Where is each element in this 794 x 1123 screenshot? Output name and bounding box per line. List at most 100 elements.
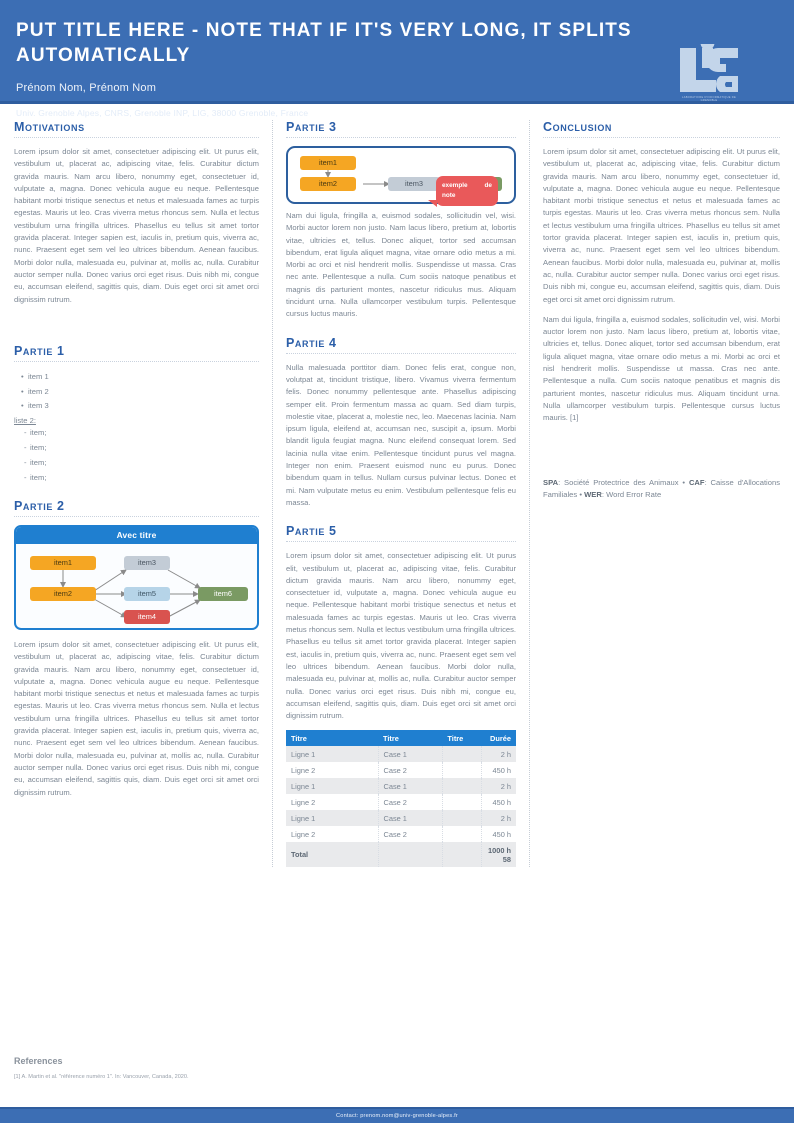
partie1-dash-list: item; item; item; item; (14, 426, 259, 485)
middle-column: Partie 3 item1 item2 item3 exemple (272, 120, 530, 868)
node-item2[interactable]: item2 (30, 586, 96, 601)
callout-text-de: de (484, 182, 492, 189)
partie4-body: Nulla malesuada porttitor diam. Donec fe… (286, 362, 516, 507)
diagram-canvas: item1 item2 item3 item5 item6 item4 (16, 544, 257, 628)
section-heading-partie1: Partie 1 (14, 343, 65, 358)
acronym-abbr-caf: CAF (688, 477, 705, 487)
results-table: Titre Titre Titre Durée Ligne 1 Case 1 2… (286, 730, 516, 868)
column-header-titre-2: Titre (378, 730, 443, 747)
callout-note: exemple de note (436, 176, 498, 206)
acronym-expansion-spa: Société Protectrice des Animaux (564, 477, 679, 487)
authors: Prénom Nom, Prénom Nom (16, 82, 157, 95)
cell-duree: 2 h (481, 778, 516, 795)
cell-total-3 (442, 842, 482, 868)
list-item: item; (24, 471, 259, 486)
cell-titre3 (442, 778, 482, 795)
cell-titre1: Ligne 1 (286, 810, 379, 827)
section-divider (286, 137, 516, 138)
left-column: Motivations Lorem ipsum dolor sit amet, … (14, 120, 272, 867)
cell-duree: 450 h (492, 829, 512, 839)
table-body: Ligne 1 Case 1 2 h Ligne 2 Case 2 450 h … (286, 746, 516, 868)
node-item1[interactable]: item1 (30, 555, 96, 570)
section-heading-conclusion: Conclusion (543, 120, 613, 134)
poster-footer: Contact: prenom.nom@univ-grenoble-alpes.… (0, 1109, 794, 1123)
lig-logo-icon (676, 44, 742, 96)
cell-duree: 2 h (481, 746, 516, 763)
partie3-body: Nam dui ligula, fringilla a, euismod sod… (286, 211, 516, 319)
acronym-colon: : (558, 477, 565, 487)
section-heading-partie2: Partie 2 (14, 499, 65, 514)
list-item: item; (24, 441, 259, 456)
references-section: References [1] A. Martin et al. "référen… (14, 1056, 514, 1081)
table-row: Ligne 2 Case 2 450 h (286, 826, 516, 843)
acronym-separator: • (579, 489, 582, 499)
footer-divider (0, 1107, 794, 1109)
node-item3[interactable]: item3 (388, 177, 440, 191)
cell-titre1: Ligne 2 (286, 762, 379, 779)
cell-titre2: Case 2 (378, 762, 443, 779)
table-header: Titre Titre Titre Durée (286, 730, 516, 747)
cell-titre2: Case 1 (378, 810, 443, 827)
acronym-abbr-wer: WER (584, 489, 602, 499)
cell-total-duree: 1000 h 58 (481, 842, 516, 868)
node-item6[interactable]: item6 (198, 586, 248, 601)
partie5-body: Lorem ipsum dolor sit amet, consectetuer… (286, 551, 516, 721)
conclusion-body-2: Nam dui ligula, fringilla a, euismod sod… (543, 314, 780, 423)
node-item5[interactable]: item5 (124, 586, 170, 601)
node-item1[interactable]: item1 (300, 156, 356, 170)
spacer (286, 517, 516, 524)
motivations-body: Lorem ipsum dolor sit amet, consectetuer… (14, 147, 259, 304)
column-header-duree: Durée (481, 730, 516, 747)
section-divider (14, 137, 259, 138)
list-item: item 2 (21, 385, 259, 400)
table-row: Ligne 1 Case 1 2 h (286, 810, 516, 827)
diagram-title: Avec titre (16, 527, 257, 544)
cell-titre2: Case 2 (378, 794, 443, 811)
table-row: Ligne 2 Case 2 450 h (286, 762, 516, 779)
table-row: Ligne 1 Case 1 2 h (286, 778, 516, 795)
callout-text-exemple: exemple (442, 182, 468, 189)
partie2-body: Lorem ipsum dolor sit amet, consectetuer… (14, 639, 259, 797)
references-heading: References (14, 1055, 63, 1066)
column-header-titre-3: Titre (442, 730, 482, 747)
cell-titre1: Ligne 1 (286, 778, 379, 795)
node-item3[interactable]: item3 (124, 555, 170, 570)
spacer (543, 433, 780, 463)
section-heading-motivations: Motivations (14, 120, 85, 134)
partie3-diagram: item1 item2 item3 exemple de note (286, 146, 516, 207)
section-heading-partie4: Partie 4 (286, 335, 337, 350)
header-text-block: Put title here - note that if it's very … (16, 18, 656, 118)
contact-email: Contact: prenom.nom@univ-grenoble-alpes.… (336, 1113, 458, 1119)
callout-tail (428, 200, 437, 207)
page-title: Put title here - note that if it's very … (16, 20, 632, 67)
acronym-expansion-caf: Caisse d'Allocations Familiales (543, 477, 780, 499)
poster-columns: Motivations Lorem ipsum dolor sit amet, … (0, 104, 794, 868)
node-item2[interactable]: item2 (300, 177, 356, 191)
table-row: Ligne 1 Case 1 2 h (286, 746, 516, 763)
cell-titre3 (442, 794, 482, 811)
spacer (543, 463, 780, 477)
table-row: Ligne 2 Case 2 450 h (286, 794, 516, 811)
spacer (14, 485, 259, 499)
list-item: item; (24, 456, 259, 471)
cell-titre2: Case 1 (378, 746, 443, 763)
acronym-abbr-spa: SPA (543, 477, 559, 487)
affiliation: Univ. Grenoble Alpes, CNRS, Grenoble INP… (16, 108, 309, 119)
node-item4[interactable]: item4 (124, 609, 170, 624)
section-divider (286, 541, 516, 543)
cell-titre3 (442, 810, 482, 827)
partie2-diagram: Avec titre (14, 525, 259, 630)
acronym-expansion-wer: Word Error Rate (606, 489, 662, 499)
cell-titre1: Ligne 1 (286, 746, 379, 763)
section-heading-partie3: Partie 3 (286, 120, 337, 134)
header-divider (0, 101, 794, 104)
reference-entry: [1] A. Martin et al. "référence numéro 1… (14, 1073, 189, 1080)
section-divider (14, 516, 259, 518)
cell-titre3 (442, 826, 482, 843)
section-divider (286, 352, 516, 354)
cell-titre2: Case 2 (378, 826, 443, 843)
cell-titre1: Ligne 2 (286, 794, 379, 811)
section-divider (543, 137, 780, 138)
logo-caption: LABORATOIRE D'INFORMATIQUE DE GRENOBLE (681, 96, 736, 102)
list-item: item; (24, 426, 259, 441)
